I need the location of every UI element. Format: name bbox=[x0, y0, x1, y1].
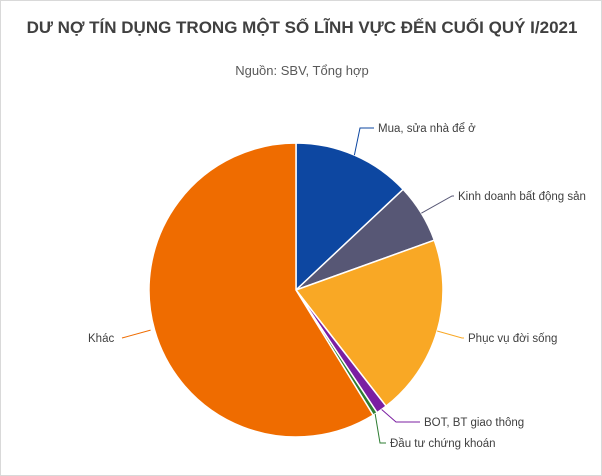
leader-lines bbox=[121, 127, 464, 444]
pie-slice bbox=[295, 142, 405, 292]
leader-line bbox=[121, 329, 151, 339]
slice-label: Đầu tư chứng khoán bbox=[390, 438, 496, 450]
leader-line bbox=[437, 330, 464, 339]
slice-label: Kinh doanh bất động sản bbox=[458, 191, 586, 203]
slice-labels: Mua, sửa nhà để ở Kinh doanh bất động sản… bbox=[88, 123, 586, 450]
pie-slice bbox=[148, 142, 375, 438]
slice-label: Mua, sửa nhà để ở bbox=[378, 123, 476, 135]
chart-subtitle: Nguồn: SBV, Tổng hợp bbox=[235, 63, 369, 78]
slice-label: Phục vụ đời sống bbox=[468, 333, 557, 345]
leader-line bbox=[421, 195, 454, 214]
pie-slice bbox=[294, 239, 444, 408]
pie-slices bbox=[148, 142, 444, 438]
slice-label: Khác bbox=[88, 333, 114, 345]
leader-line bbox=[353, 127, 374, 156]
leader-line bbox=[381, 409, 420, 423]
slice-label: BOT, BT giao thông bbox=[424, 417, 524, 429]
leader-line bbox=[374, 413, 386, 444]
chart-title: DƯ NỢ TÍN DỤNG TRONG MỘT SỐ LĨNH VỰC ĐẾN… bbox=[26, 18, 578, 37]
